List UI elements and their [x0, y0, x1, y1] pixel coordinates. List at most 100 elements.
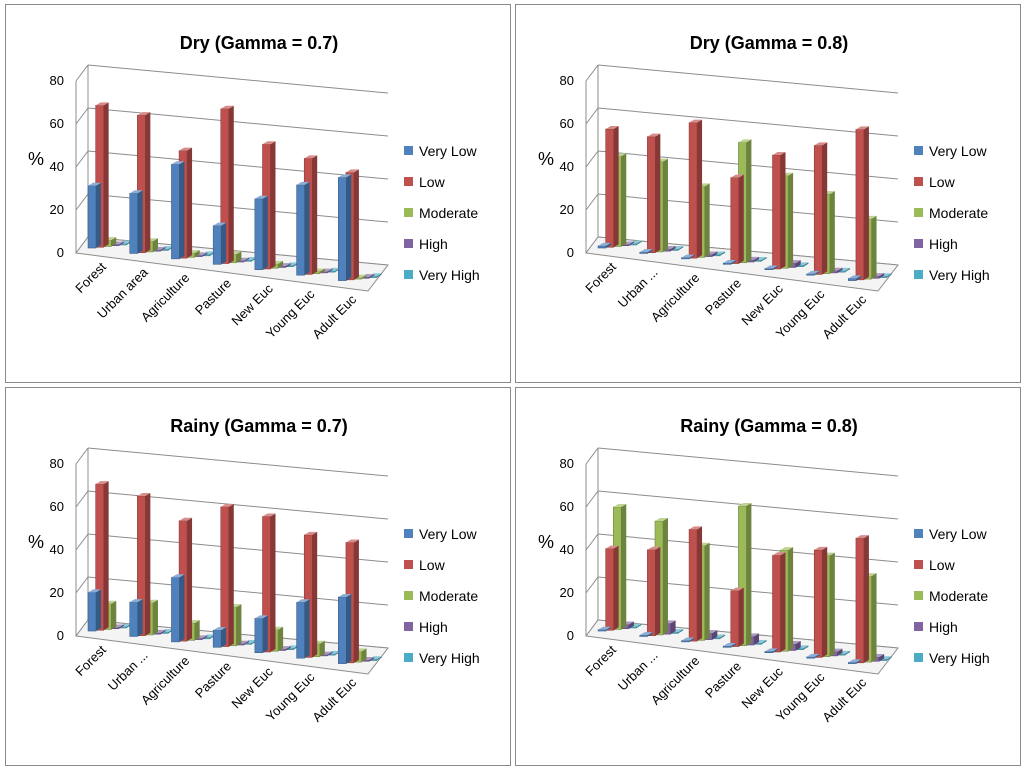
bar-very-low-agriculture [681, 637, 695, 643]
gridline-side [75, 533, 89, 551]
x-tick-label: Forest [582, 259, 619, 296]
gridline [87, 64, 389, 94]
bar-low-young-euc [813, 546, 828, 658]
bar-very-low-forest [597, 242, 612, 249]
y-tick-label: 40 [50, 542, 64, 557]
gridline-side [585, 107, 599, 125]
x-tick-label: Adult Euc [309, 291, 359, 341]
legend-label-high: High [419, 619, 448, 635]
bar-very-low-agriculture [171, 161, 185, 260]
legend-label-moderate: Moderate [419, 205, 478, 221]
x-tick-label: Urban ... [105, 648, 151, 694]
bar-low-forest [605, 126, 619, 248]
bar-low-new-euc [262, 513, 276, 653]
y-axis-label: % [28, 532, 44, 552]
legend-swatch-low [404, 177, 413, 186]
bar-low-young-euc [813, 142, 828, 275]
bar-very-low-young-euc [806, 270, 820, 276]
bar-low-agriculture [688, 526, 703, 642]
x-tick-label: Forest [72, 642, 109, 679]
bar-very-low-agriculture [681, 254, 695, 260]
y-tick-label: 0 [567, 628, 574, 643]
legend-label-moderate: Moderate [419, 588, 478, 604]
gridline-side [585, 193, 599, 211]
legend-swatch-very-high [914, 653, 923, 662]
bar-very-low-urban [129, 599, 143, 637]
legend-label-high: High [929, 619, 958, 635]
chart-title: Rainy (Gamma = 0.8) [680, 416, 858, 436]
x-tick-label: Forest [72, 259, 109, 296]
gridline [597, 447, 899, 477]
bar-low-pasture [730, 587, 744, 647]
bar-very-low-pasture [212, 627, 227, 648]
chart-panel-rainy-07: Rainy (Gamma = 0.7) 0 20 40 60 80% Forest Urban… [5, 387, 511, 766]
bar-low-forest [95, 102, 109, 248]
bar-very-low-urban [639, 249, 653, 254]
legend-swatch-high [404, 622, 413, 631]
x-tick-label: Forest [582, 642, 619, 679]
gridline-side [75, 576, 89, 594]
gridline-side [585, 533, 599, 551]
bar-very-low-new-euc [764, 648, 778, 654]
legend-label-very-high: Very High [929, 650, 990, 666]
bar-very-low-new-euc [254, 195, 268, 271]
gridline [597, 64, 899, 94]
gridline [87, 533, 389, 563]
gridline-side [585, 447, 599, 465]
bar-very-low-new-euc [254, 615, 268, 654]
legend-swatch-low [914, 560, 923, 569]
gridline-side [75, 193, 89, 211]
legend-swatch-high [914, 239, 923, 248]
y-tick-label: 40 [50, 159, 64, 174]
y-tick-label: 80 [50, 73, 64, 88]
bar-low-urban [647, 133, 661, 253]
gridline-side [585, 490, 599, 508]
bar-low-pasture [730, 174, 744, 264]
bar-low-forest [95, 481, 109, 631]
bar-very-low-adult-euc [848, 659, 862, 664]
bar-very-low-young-euc [296, 181, 310, 276]
bar-very-low-forest [597, 626, 612, 632]
gridline [87, 490, 389, 520]
gridline-side [585, 64, 599, 82]
bar-very-low-new-euc [764, 265, 778, 271]
chart-title: Dry (Gamma = 0.7) [180, 33, 339, 53]
bar-low-urban-area [137, 112, 151, 253]
x-tick-label: New Euc [738, 664, 786, 712]
gridline [87, 107, 389, 137]
x-tick-label: Adult Euc [819, 291, 869, 341]
chart-rainy-gamma-08: Rainy (Gamma = 0.8) 0 20 40 60 80% ForestUrban… [538, 416, 990, 725]
bar-very-low-pasture [722, 260, 737, 265]
x-tick-label: Pasture [702, 659, 744, 701]
x-tick-label: New Euc [228, 664, 276, 712]
legend-label-low: Low [929, 557, 956, 573]
legend-swatch-moderate [914, 208, 923, 217]
legend-label-low: Low [929, 174, 956, 190]
chart-rainy-gamma-07: Rainy (Gamma = 0.7) 0 20 40 60 80% ForestUrban… [28, 416, 480, 725]
legend-swatch-high [914, 622, 923, 631]
bar-very-low-forest [87, 589, 102, 632]
chart-title: Dry (Gamma = 0.8) [690, 33, 849, 53]
gridline-side [585, 576, 599, 594]
x-tick-label: Adult Euc [309, 674, 359, 724]
chart-panel-dry-07: Dry (Gamma = 0.7) 0 20 40 60 80% Forest Urban a… [5, 4, 511, 383]
legend-swatch-very-low [914, 146, 923, 155]
gridline-side [75, 150, 89, 168]
y-tick-label: 20 [560, 585, 574, 600]
y-tick-label: 80 [560, 456, 574, 471]
y-tick-label: 60 [50, 499, 64, 514]
legend-label-moderate: Moderate [929, 205, 988, 221]
legend-label-low: Low [419, 557, 446, 573]
bar-low-new-euc [772, 552, 786, 653]
y-tick-label: 0 [57, 628, 64, 643]
legend-swatch-very-low [914, 529, 923, 538]
legend-swatch-very-high [404, 270, 413, 279]
legend-swatch-moderate [914, 591, 923, 600]
x-tick-label: Urban ... [615, 648, 661, 694]
legend-swatch-very-high [404, 653, 413, 662]
bar-low-young-euc [303, 531, 318, 658]
legend-label-low: Low [419, 174, 446, 190]
gridline-side [75, 64, 89, 82]
legend-label-moderate: Moderate [929, 588, 988, 604]
